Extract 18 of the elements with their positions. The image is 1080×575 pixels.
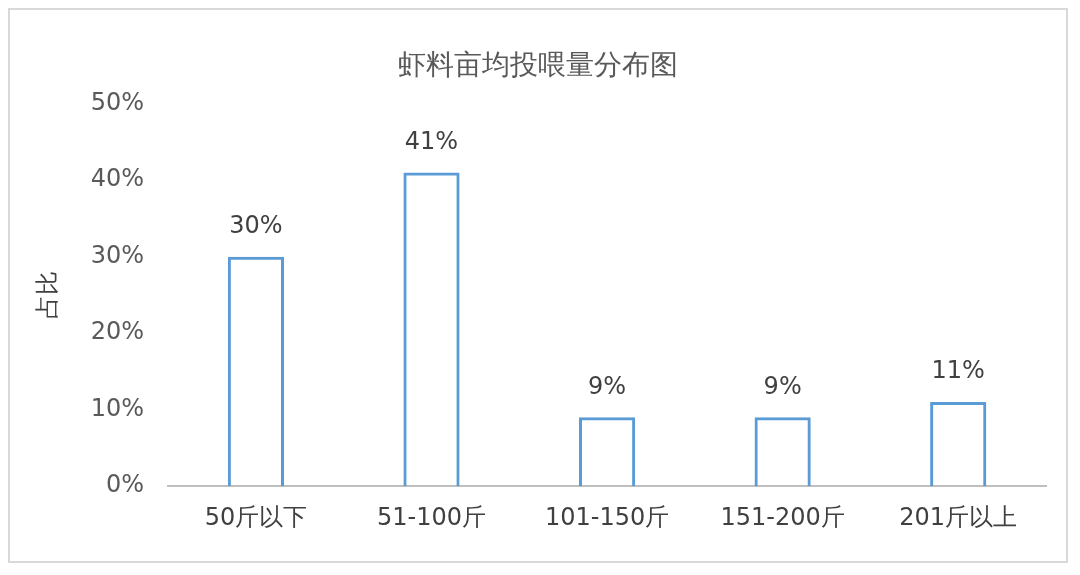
y-axis-title: 占比 [32,270,61,319]
x-tick-label: 51-100斤 [376,502,487,531]
data-label: 9% [763,371,802,400]
data-label: 30% [229,210,283,239]
x-tick-label: 50斤以下 [204,502,308,531]
y-tick-label: 30% [90,240,145,269]
x-tick-label: 151-200斤 [720,502,845,531]
x-tick-label: 201斤以上 [899,502,1018,531]
chart-title: 虾料亩均投喂量分布图 [398,48,678,82]
y-tick-label: 10% [90,393,145,422]
x-tick-label: 101-150斤 [544,502,670,531]
y-tick-label: 40% [90,164,145,193]
y-tick-label: 20% [90,317,145,346]
y-tick-label: 0% [106,470,145,499]
data-label: 41% [404,126,459,155]
y-tick-label: 50% [90,87,145,116]
data-label: 11% [931,356,985,385]
data-label: 9% [588,371,627,400]
